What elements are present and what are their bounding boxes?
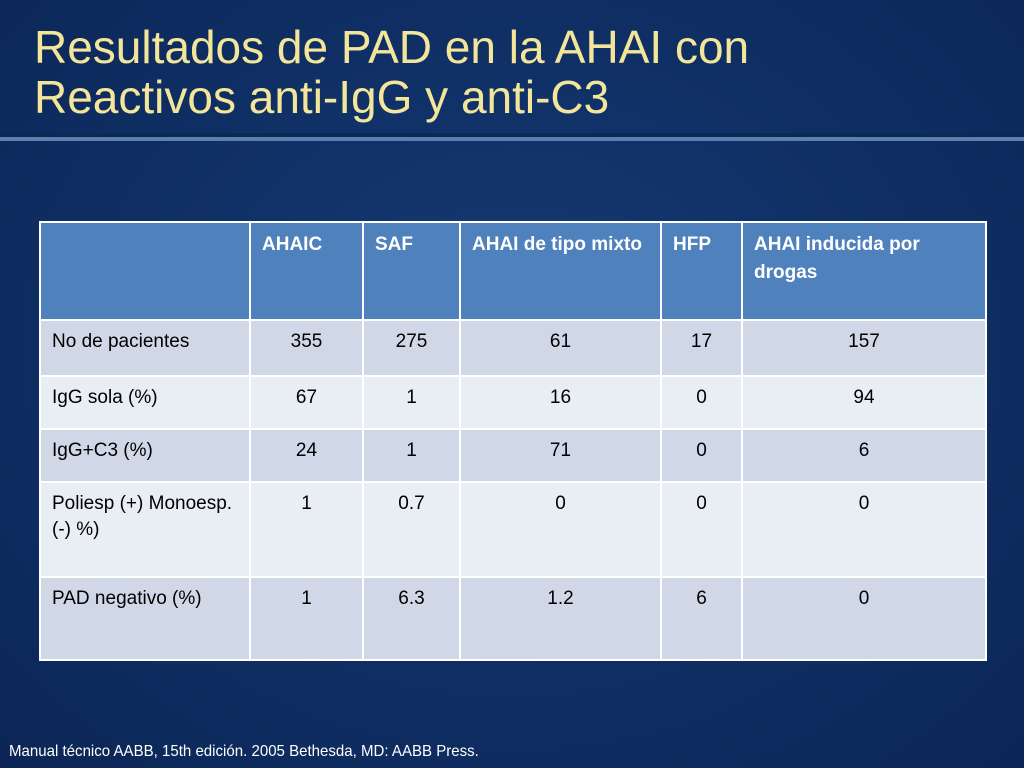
table-cell: 1 <box>249 481 364 578</box>
table-cell: 61 <box>459 319 662 377</box>
table-cell: 1 <box>249 576 364 661</box>
row-label: PAD negativo (%) <box>39 576 251 661</box>
header-cell-ahai-mixto: AHAI de tipo mixto <box>459 221 662 321</box>
table-cell: 6 <box>660 576 743 661</box>
table-cell: 67 <box>249 375 364 430</box>
header-cell-hfp: HFP <box>660 221 743 321</box>
table-header-row: AHAIC SAF AHAI de tipo mixto HFP AHAI in… <box>39 221 987 321</box>
title-divider-light <box>0 137 1024 141</box>
table-cell: 0 <box>660 481 743 578</box>
slide-title: Resultados de PAD en la AHAI con Reactiv… <box>34 22 994 122</box>
title-divider-dark <box>0 133 1024 137</box>
table-cell: 6.3 <box>362 576 461 661</box>
table-row: IgG+C3 (%) 24 1 71 0 6 <box>39 428 987 483</box>
row-label: No de pacientes <box>39 319 251 377</box>
table-cell: 157 <box>741 319 987 377</box>
table-row: Poliesp (+) Monoesp. (-) %) 1 0.7 0 0 0 <box>39 481 987 578</box>
row-label: Poliesp (+) Monoesp. (-) %) <box>39 481 251 578</box>
table-cell: 94 <box>741 375 987 430</box>
table-cell: 0 <box>741 481 987 578</box>
table-cell: 0.7 <box>362 481 461 578</box>
table-row: IgG sola (%) 67 1 16 0 94 <box>39 375 987 430</box>
table-cell: 1 <box>362 428 461 483</box>
results-table: AHAIC SAF AHAI de tipo mixto HFP AHAI in… <box>39 221 987 661</box>
slide-title-line-1: Resultados de PAD en la AHAI con <box>34 21 750 73</box>
header-cell-ahaic: AHAIC <box>249 221 364 321</box>
table-cell: 0 <box>459 481 662 578</box>
table-cell: 0 <box>660 428 743 483</box>
table-cell: 275 <box>362 319 461 377</box>
header-cell-empty <box>39 221 251 321</box>
table-cell: 1 <box>362 375 461 430</box>
table-cell: 6 <box>741 428 987 483</box>
table-cell: 1.2 <box>459 576 662 661</box>
table-cell: 24 <box>249 428 364 483</box>
row-label: IgG+C3 (%) <box>39 428 251 483</box>
table-cell: 0 <box>741 576 987 661</box>
source-citation: Manual técnico AABB, 15th edición. 2005 … <box>9 743 479 760</box>
table-row: No de pacientes 355 275 61 17 157 <box>39 319 987 377</box>
header-cell-ahai-drogas: AHAI inducida por drogas <box>741 221 987 321</box>
slide-title-line-2: Reactivos anti-IgG y anti-C3 <box>34 71 610 123</box>
row-label: IgG sola (%) <box>39 375 251 430</box>
table-cell: 17 <box>660 319 743 377</box>
table-cell: 16 <box>459 375 662 430</box>
table-cell: 355 <box>249 319 364 377</box>
table-cell: 71 <box>459 428 662 483</box>
header-cell-saf: SAF <box>362 221 461 321</box>
table-cell: 0 <box>660 375 743 430</box>
table-row: PAD negativo (%) 1 6.3 1.2 6 0 <box>39 576 987 661</box>
